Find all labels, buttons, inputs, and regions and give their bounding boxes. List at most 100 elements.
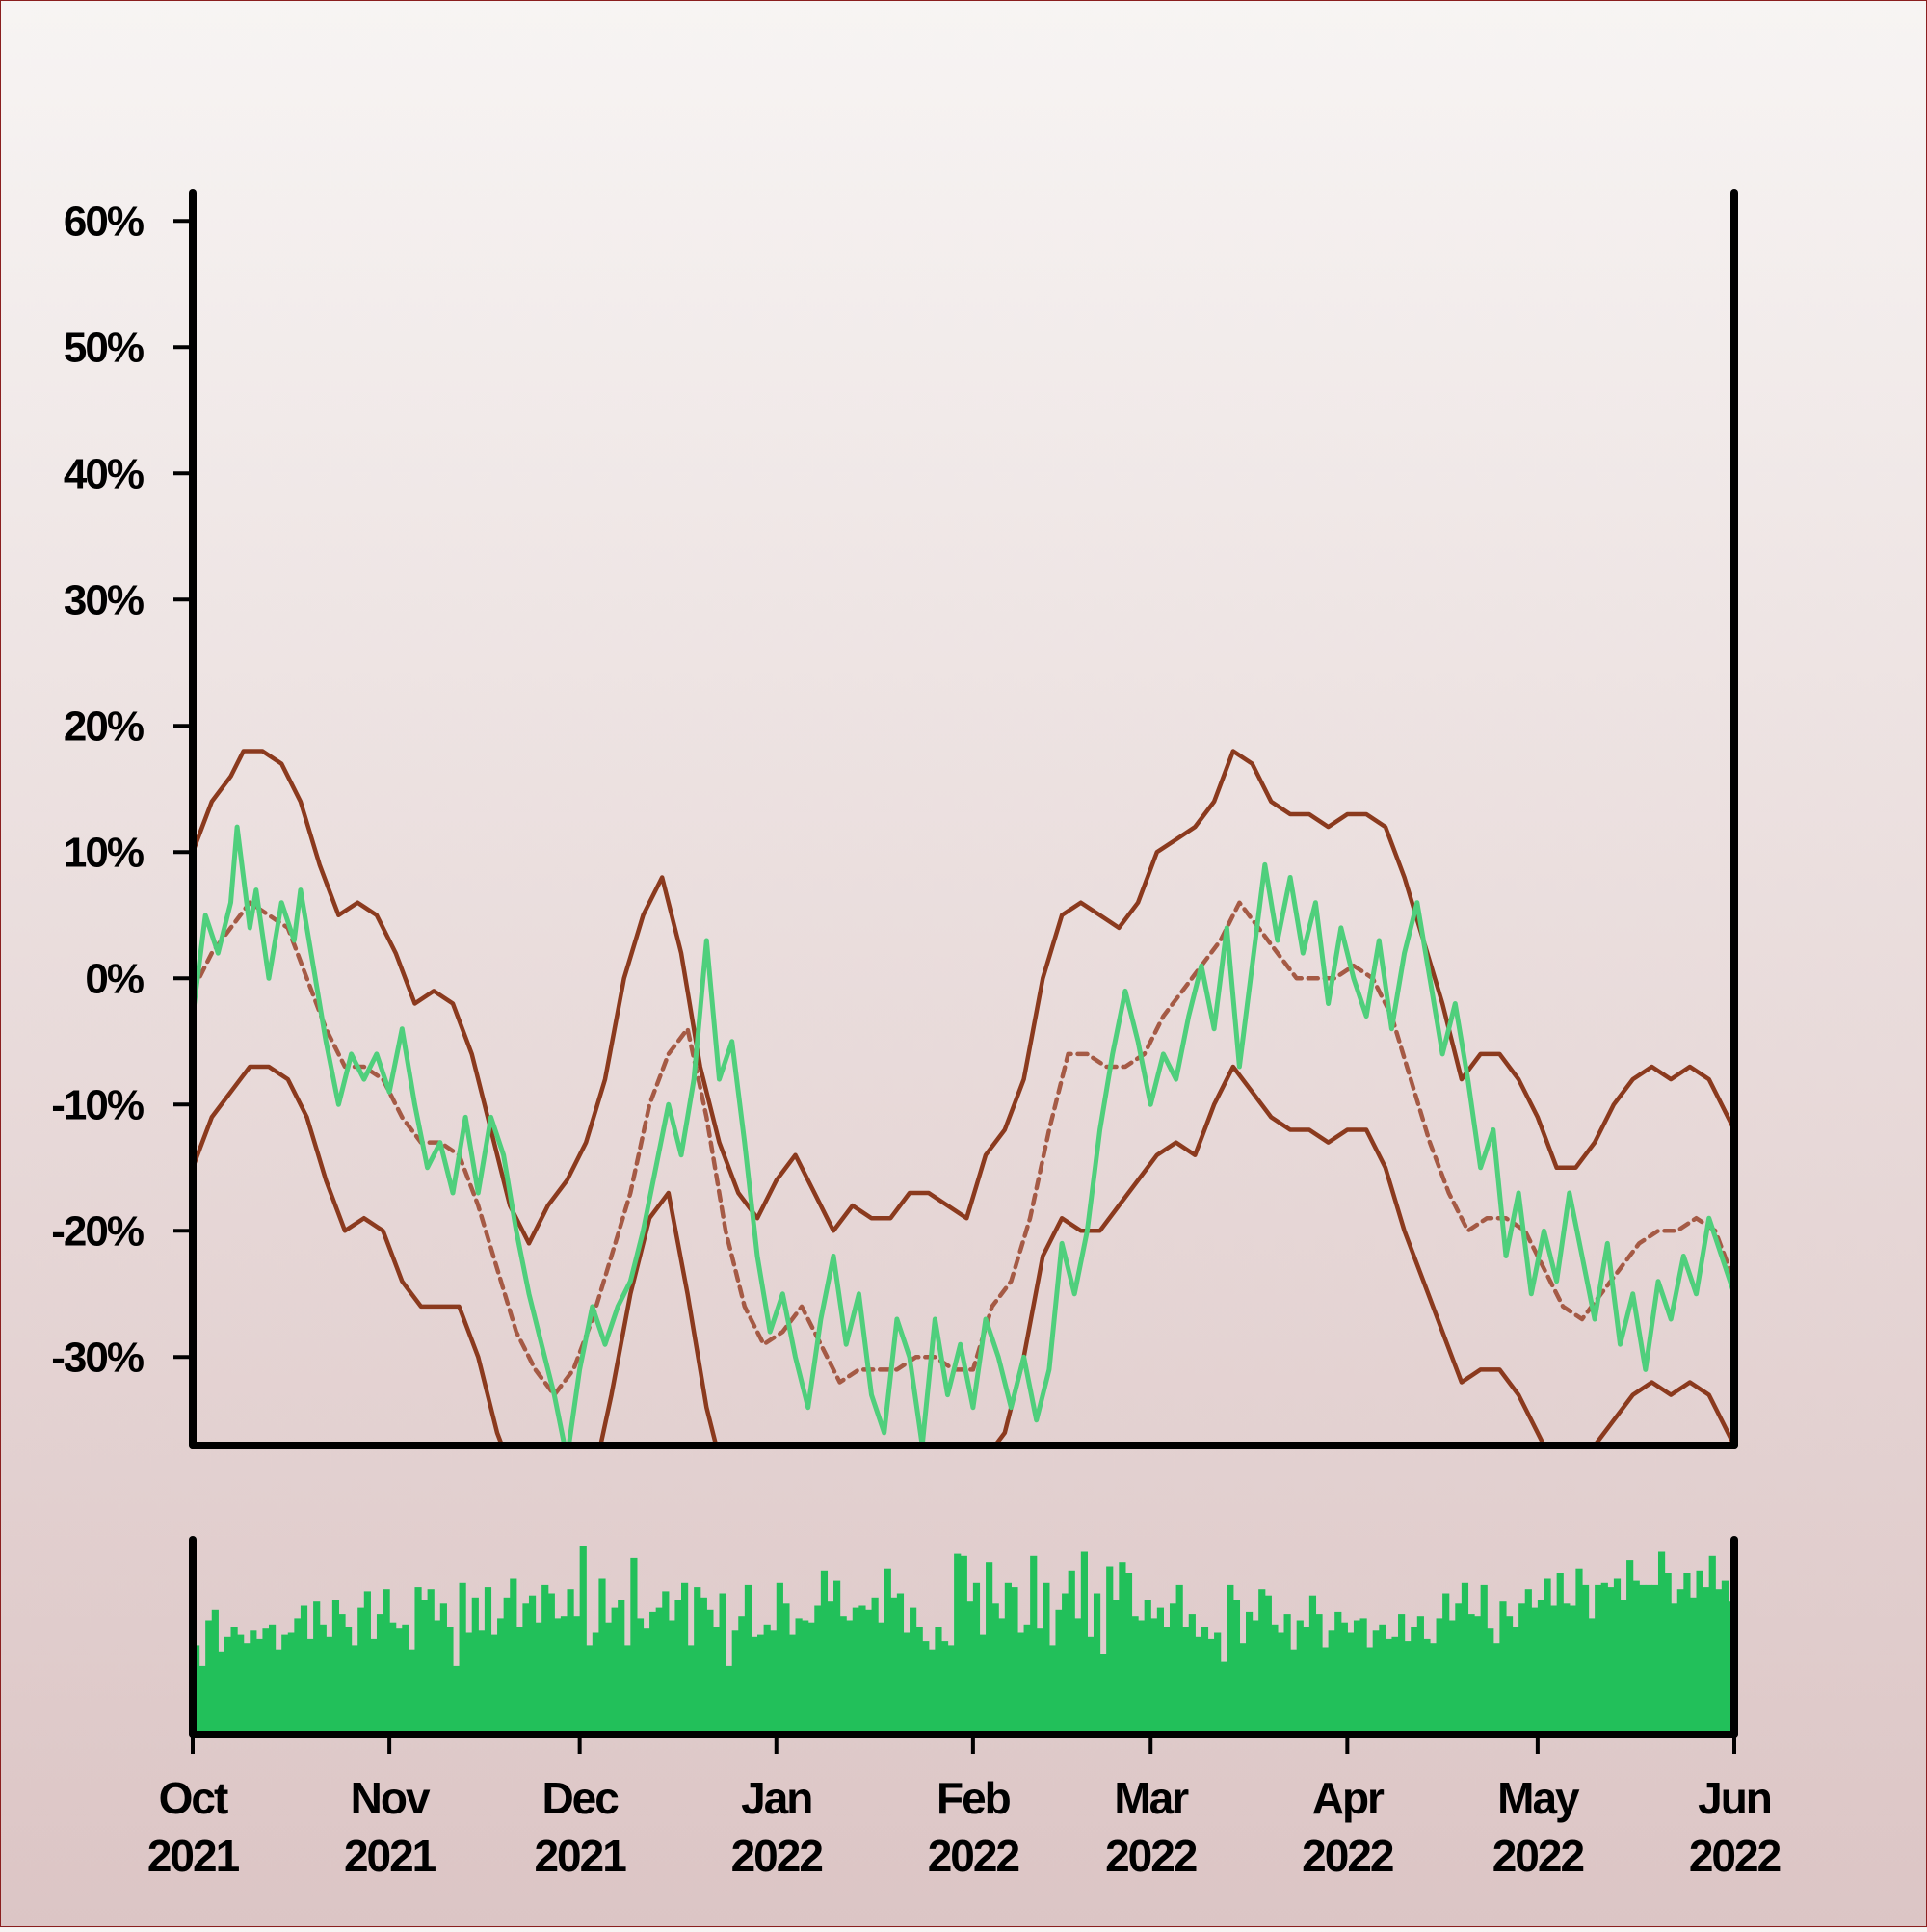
volume-bar [1715, 1589, 1723, 1734]
volume-bar [884, 1568, 891, 1734]
volume-bar [910, 1607, 917, 1734]
volume-bar [1353, 1620, 1361, 1734]
volume-bar [1487, 1628, 1494, 1734]
volume-bar [947, 1645, 955, 1734]
volume-bar [1023, 1624, 1031, 1734]
volume-bar [782, 1603, 790, 1734]
volume-bar [960, 1555, 967, 1734]
volume-bar [586, 1645, 594, 1734]
volume-bar [1664, 1573, 1672, 1734]
volume-bar [541, 1584, 549, 1734]
volume-bar [1043, 1582, 1050, 1734]
volume-bar [1328, 1630, 1335, 1734]
volume-bar [1258, 1589, 1266, 1734]
volume-bar [1150, 1618, 1158, 1734]
volume-bar [1169, 1603, 1177, 1734]
volume-bar [1423, 1638, 1431, 1734]
volume-bar [1379, 1624, 1386, 1734]
y-tick-label: 20% [64, 702, 144, 750]
y-tick-label: 0% [85, 955, 143, 1002]
y-tick-label: -30% [51, 1334, 144, 1381]
volume-bar [370, 1638, 378, 1734]
volume-bar [338, 1614, 346, 1734]
volume-bar [788, 1634, 797, 1734]
volume-bar [1626, 1560, 1634, 1734]
x-tick-year: 2021 [534, 1831, 626, 1881]
volume-bar [1620, 1600, 1627, 1734]
volume-bar [1671, 1603, 1678, 1734]
x-tick-year: 2022 [928, 1831, 1019, 1881]
volume-bar [1220, 1661, 1227, 1734]
volume-bar [1207, 1638, 1215, 1734]
volume-bar [1246, 1611, 1254, 1734]
volume-bar [1227, 1584, 1234, 1734]
volume-bar [668, 1620, 676, 1734]
volume-bar [1036, 1628, 1043, 1734]
volume-bar [262, 1628, 270, 1734]
volume-bar [1264, 1595, 1272, 1734]
volume-bar [275, 1649, 282, 1734]
volume-bar [1068, 1570, 1075, 1734]
volume-bar [1505, 1616, 1514, 1734]
volume-bar [1759, 1581, 1766, 1734]
volume-bar [1581, 1584, 1590, 1734]
volume-bar [383, 1589, 390, 1734]
volume-bar [421, 1600, 429, 1734]
volume-bar [573, 1616, 581, 1734]
x-tick-year: 2022 [1105, 1831, 1197, 1881]
volume-bar [1791, 1573, 1798, 1734]
volume-bar [878, 1622, 885, 1734]
volume-bar [389, 1622, 397, 1734]
volume-bar [1062, 1593, 1069, 1734]
volume-bar [1708, 1555, 1716, 1734]
volume-bar [1398, 1614, 1406, 1734]
volume-bar [1322, 1647, 1330, 1734]
volume-bar [636, 1618, 645, 1734]
volume-bar [592, 1632, 599, 1734]
volume-bar [237, 1634, 245, 1734]
volume-bar [1232, 1600, 1241, 1734]
volume-bar [250, 1630, 257, 1734]
x-tick-year: 2021 [344, 1831, 436, 1881]
volume-bar [1080, 1551, 1088, 1734]
volume-bar [1099, 1654, 1107, 1734]
volume-bar [218, 1651, 225, 1734]
volume-bar [776, 1582, 783, 1734]
volume-bar [712, 1627, 721, 1734]
price-axes [189, 189, 1738, 1449]
volume-bar [1607, 1587, 1615, 1734]
volume-bar [471, 1597, 479, 1734]
volume-bar [890, 1597, 898, 1734]
volume-bar [1277, 1632, 1285, 1734]
volume-bar [465, 1632, 473, 1734]
volume-bar [459, 1582, 466, 1734]
volume-bar [478, 1630, 486, 1734]
volume-bar [1195, 1636, 1202, 1734]
x-tick-month: Feb [937, 1773, 1011, 1823]
volume-bar [1093, 1593, 1101, 1734]
volume-bar [1499, 1601, 1507, 1734]
volume-bar [211, 1609, 219, 1734]
volume-bar [319, 1624, 327, 1734]
lower-band-line [193, 1064, 1734, 1445]
volume-bar [1754, 1564, 1760, 1734]
volume-bar [376, 1614, 384, 1734]
volume-bars [193, 1546, 1798, 1734]
volume-bar [1613, 1578, 1622, 1734]
volume-bar [1404, 1641, 1412, 1734]
volume-bar [1087, 1636, 1095, 1734]
volume-bar [1779, 1618, 1785, 1734]
volume-bar [1632, 1580, 1640, 1734]
x-tick-month: Nov [351, 1773, 431, 1823]
volume-bar [972, 1582, 981, 1734]
volume-bar [655, 1607, 663, 1734]
volume-bar [1315, 1614, 1323, 1734]
volume-bar [1030, 1555, 1038, 1734]
volume-bar [1773, 1560, 1780, 1734]
volume-bar [954, 1553, 962, 1734]
volume-bar [1651, 1584, 1659, 1734]
volume-bar [395, 1628, 403, 1734]
volume-bar [858, 1605, 866, 1734]
x-tick-year: 2022 [1302, 1831, 1393, 1881]
volume-bar [345, 1627, 353, 1734]
